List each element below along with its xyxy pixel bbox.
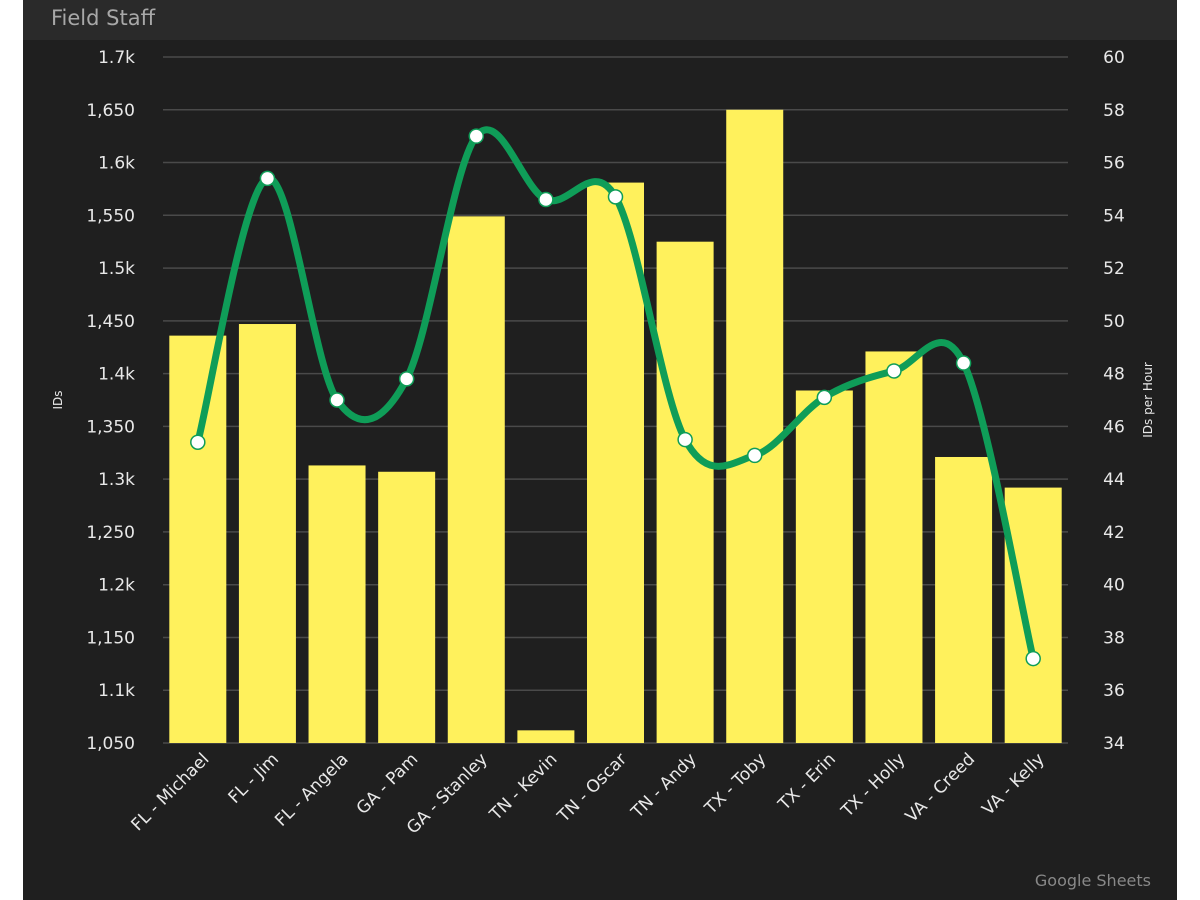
y-tick-label: 1,150: [86, 628, 135, 648]
line-point: [538, 191, 554, 208]
bar: [865, 351, 923, 743]
y2-tick-label: 40: [1103, 576, 1125, 596]
y-tick-label: 1,550: [86, 206, 135, 226]
x-tick-label: TX - Toby: [700, 749, 770, 819]
y-tick-label: 1,250: [86, 523, 135, 543]
y2-tick-label: 56: [1103, 154, 1125, 174]
bar: [935, 456, 993, 743]
y-tick-label: 1.2k: [98, 576, 135, 596]
y-tick-label: 1.3k: [98, 470, 135, 490]
line-point: [468, 128, 485, 144]
x-tick-label: FL - Jim: [225, 749, 283, 807]
y2-tick-label: 36: [1103, 681, 1125, 701]
title-bar: Field Staff: [23, 0, 1177, 40]
line-point: [677, 431, 693, 448]
y2-tick-label: 60: [1103, 48, 1125, 68]
y2-tick-label: 52: [1103, 259, 1125, 279]
bar: [169, 335, 227, 743]
line-point: [190, 434, 206, 450]
y-tick-label: 1.6k: [98, 154, 135, 174]
bar: [517, 730, 575, 743]
y2-tick-label: 50: [1103, 312, 1125, 332]
line-point: [1025, 650, 1041, 667]
x-tick-label: TX - Erin: [774, 749, 840, 815]
bar: [1004, 487, 1062, 743]
y2-tick-label: 44: [1103, 470, 1125, 490]
line-point: [398, 371, 415, 387]
google-sheets-credit: Google Sheets: [1034, 871, 1151, 890]
y-tick-label: 1.7k: [98, 48, 135, 68]
x-tick-label: FL - Angela: [271, 749, 352, 830]
bar: [587, 182, 644, 744]
line-point: [816, 389, 833, 406]
y-tick-label: 1,350: [86, 417, 135, 437]
bar: [238, 324, 296, 743]
line-point: [607, 189, 624, 205]
y-tick-label: 1.5k: [98, 259, 135, 279]
y2-tick-label: 58: [1103, 101, 1125, 121]
bar: [447, 216, 505, 743]
x-tick-label: TN - Kevin: [485, 749, 561, 825]
y-tick-label: 1.1k: [98, 681, 135, 701]
y-tick-label: 1,450: [86, 312, 135, 332]
line-point: [955, 355, 972, 371]
x-tick-label: VA - Creed: [902, 749, 979, 826]
series-line: [194, 126, 1037, 663]
line-point: [259, 170, 276, 187]
x-tick-label: VA - Kelly: [978, 749, 1048, 819]
bar: [656, 241, 714, 743]
y2-tick-label: 48: [1103, 365, 1125, 385]
y2-tick-label: 38: [1103, 628, 1125, 648]
x-tick-label: FL - Michael: [128, 749, 214, 835]
bar: [308, 465, 366, 743]
x-tick-label: TN - Oscar: [553, 749, 631, 827]
line-point: [746, 447, 763, 464]
y2-axis-title: IDs per Hour: [1141, 362, 1155, 438]
line-point: [886, 363, 902, 379]
y2-tick-label: 54: [1103, 206, 1125, 226]
bar: [378, 471, 436, 743]
y2-tick-label: 34: [1103, 734, 1125, 754]
y2-tick-label: 42: [1103, 523, 1125, 543]
bar: [726, 109, 784, 744]
chart-title: Field Staff: [51, 6, 156, 30]
y-tick-label: 1,050: [86, 734, 135, 754]
x-tick-label: GA - Pam: [353, 749, 422, 818]
line-point: [329, 392, 345, 408]
x-tick-label: TN - Andy: [627, 749, 701, 823]
x-tick-label: TX - Holly: [837, 749, 910, 822]
y-tick-label: 1.4k: [98, 365, 135, 385]
chart-panel: Field Staff 1,050 34 1.1k 36 1,150 38 1.2k 40 1,…: [23, 0, 1177, 900]
y-tick-label: 1,650: [86, 101, 135, 121]
y-axis-title: IDs: [51, 390, 65, 409]
y2-tick-label: 46: [1103, 417, 1125, 437]
combo-chart: 1,050 34 1.1k 36 1,150 38 1.2k 40 1,250 42 1.3k 44 1…: [51, 48, 1155, 838]
bar: [795, 390, 853, 743]
